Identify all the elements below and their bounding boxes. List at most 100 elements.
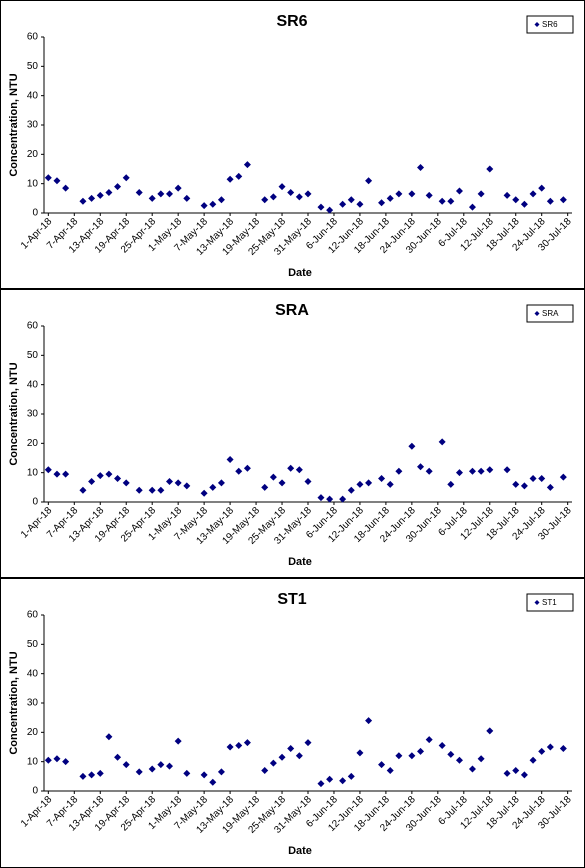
- marker: [96, 769, 104, 777]
- y-tick-label: 60: [27, 32, 39, 43]
- y-tick-label: 10: [27, 467, 39, 478]
- marker: [226, 175, 234, 183]
- marker: [148, 765, 156, 773]
- marker: [88, 771, 96, 779]
- marker: [114, 183, 122, 191]
- marker: [62, 184, 70, 192]
- marker: [243, 464, 251, 472]
- legend-marker: [534, 311, 540, 316]
- y-tick-label: 30: [27, 698, 39, 709]
- marker: [546, 197, 554, 205]
- y-axis-label: Concentration, NTU: [8, 73, 20, 176]
- marker: [96, 191, 104, 199]
- y-tick-label: 0: [32, 497, 38, 508]
- marker: [425, 467, 433, 475]
- marker: [520, 771, 528, 779]
- marker: [339, 777, 347, 785]
- marker: [269, 473, 277, 481]
- marker: [378, 199, 386, 207]
- y-tick-label: 60: [27, 610, 39, 621]
- marker: [157, 761, 165, 769]
- marker: [559, 196, 567, 204]
- marker: [408, 190, 416, 198]
- marker: [512, 766, 520, 774]
- marker: [317, 494, 325, 502]
- marker: [209, 778, 217, 786]
- marker: [447, 480, 455, 488]
- chart-title: ST1: [277, 591, 306, 608]
- marker: [122, 479, 130, 487]
- legend-label: ST1: [542, 598, 557, 607]
- marker: [339, 495, 347, 503]
- marker: [326, 206, 334, 214]
- marker: [79, 197, 87, 205]
- y-tick-label: 20: [27, 438, 39, 449]
- marker: [105, 188, 113, 196]
- x-axis-label: Date: [288, 267, 312, 279]
- legend-box: [526, 15, 574, 34]
- y-tick-label: 50: [27, 61, 39, 72]
- marker: [559, 473, 567, 481]
- marker: [538, 184, 546, 192]
- marker: [455, 756, 463, 764]
- marker: [235, 467, 243, 475]
- marker: [477, 467, 485, 475]
- chart-title: SRA: [275, 302, 309, 319]
- marker: [425, 191, 433, 199]
- y-tick-label: 60: [27, 321, 39, 332]
- marker: [235, 742, 243, 750]
- marker: [278, 183, 286, 191]
- marker: [395, 190, 403, 198]
- marker: [356, 480, 364, 488]
- marker: [477, 190, 485, 198]
- marker: [114, 475, 122, 483]
- marker: [217, 479, 225, 487]
- marker: [261, 483, 269, 491]
- marker: [455, 187, 463, 195]
- y-tick-label: 50: [27, 639, 39, 650]
- marker: [356, 200, 364, 208]
- marker: [200, 771, 208, 779]
- marker: [44, 756, 52, 764]
- panel: [0, 289, 585, 578]
- marker: [135, 768, 143, 776]
- panel: [0, 578, 585, 868]
- marker: [365, 479, 373, 487]
- marker: [468, 765, 476, 773]
- marker: [365, 177, 373, 185]
- marker: [304, 477, 312, 485]
- y-tick-label: 0: [32, 208, 38, 219]
- x-axis-label: Date: [288, 845, 312, 857]
- marker: [395, 467, 403, 475]
- marker: [559, 744, 567, 752]
- marker: [53, 470, 61, 478]
- legend-box: [526, 593, 574, 612]
- marker: [174, 479, 182, 487]
- marker: [105, 470, 113, 478]
- marker: [62, 470, 70, 478]
- marker: [417, 164, 425, 172]
- y-tick-label: 40: [27, 90, 39, 101]
- marker: [243, 739, 251, 747]
- marker: [386, 194, 394, 202]
- y-axis-label: Concentration, NTU: [8, 651, 20, 754]
- marker: [425, 736, 433, 744]
- marker: [44, 174, 52, 182]
- marker: [538, 747, 546, 755]
- marker: [356, 749, 364, 757]
- marker: [148, 486, 156, 494]
- marker: [347, 486, 355, 494]
- marker: [386, 480, 394, 488]
- marker: [135, 486, 143, 494]
- marker: [183, 194, 191, 202]
- marker: [88, 477, 96, 485]
- marker: [365, 717, 373, 725]
- marker: [166, 190, 174, 198]
- marker: [269, 193, 277, 201]
- marker: [295, 752, 303, 760]
- marker: [53, 755, 61, 763]
- marker: [378, 761, 386, 769]
- marker: [468, 467, 476, 475]
- marker: [455, 469, 463, 477]
